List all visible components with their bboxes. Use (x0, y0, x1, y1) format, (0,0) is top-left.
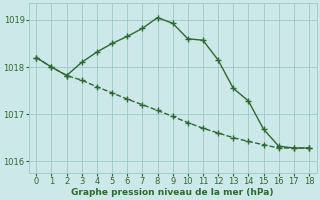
X-axis label: Graphe pression niveau de la mer (hPa): Graphe pression niveau de la mer (hPa) (71, 188, 274, 197)
